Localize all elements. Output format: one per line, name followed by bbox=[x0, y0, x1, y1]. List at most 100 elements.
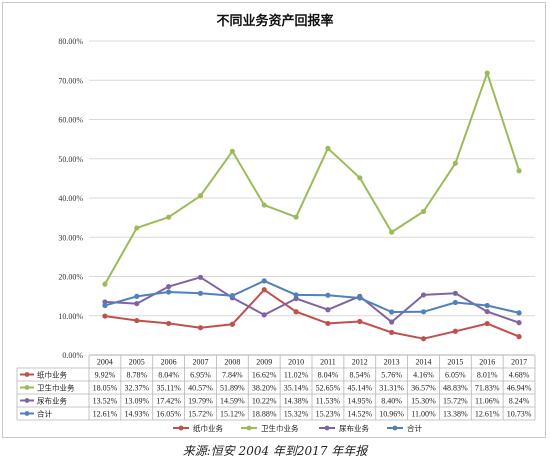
data-label: 8.40% bbox=[381, 397, 402, 406]
data-label: 7.84% bbox=[222, 371, 243, 380]
row-key-marker bbox=[24, 385, 30, 390]
y-tick-label: 20.00% bbox=[58, 273, 83, 282]
legend-label: 尿布业务 bbox=[339, 423, 369, 433]
chart-title: 不同业务资产回报率 bbox=[216, 13, 333, 29]
data-label: 13.38% bbox=[443, 410, 468, 419]
data-point bbox=[261, 312, 267, 318]
data-table: 2004 2005 2006 2007 2008 2009 2010 2011 2012 2013… bbox=[16, 354, 536, 421]
data-point bbox=[134, 293, 140, 299]
data-point bbox=[261, 202, 267, 208]
data-label: 8.24% bbox=[509, 397, 530, 406]
row-key-marker bbox=[24, 411, 30, 416]
data-label: 18.05% bbox=[93, 384, 118, 393]
row-name: 纸巾业务 bbox=[37, 370, 67, 380]
x-tick-label: 2008 bbox=[224, 358, 240, 367]
data-point bbox=[357, 295, 363, 301]
y-tick-label: 0.00% bbox=[62, 351, 83, 360]
data-point bbox=[484, 308, 490, 315]
data-label: 11.06% bbox=[475, 397, 500, 406]
data-label: 15.23% bbox=[316, 410, 341, 419]
row-name: 卫生巾业务 bbox=[37, 383, 75, 393]
data-label: 10.96% bbox=[379, 410, 404, 419]
row-key-marker bbox=[24, 372, 30, 377]
data-point bbox=[134, 301, 140, 307]
x-tick-label: 2010 bbox=[288, 358, 304, 367]
y-axis-ticks: 0.00% 10.00% 20.00% 30.00% 40.00% 50.00% 60.00… bbox=[58, 37, 83, 360]
data-label: 35.14% bbox=[284, 384, 309, 393]
data-label: 51.89% bbox=[220, 384, 245, 393]
data-label: 15.12% bbox=[220, 410, 245, 419]
data-point bbox=[389, 229, 395, 235]
data-point bbox=[516, 168, 522, 174]
data-label: 8.04% bbox=[158, 371, 179, 380]
data-point bbox=[420, 292, 427, 298]
legend: 纸巾业务 卫生巾业务 尿布业务 合计 bbox=[173, 423, 422, 433]
data-label: 12.61% bbox=[93, 410, 118, 419]
series-line bbox=[104, 288, 520, 340]
data-point bbox=[389, 309, 395, 315]
data-label: 19.79% bbox=[188, 397, 213, 406]
data-point bbox=[389, 329, 395, 335]
data-label: 11.02% bbox=[284, 371, 309, 380]
data-point bbox=[420, 309, 427, 315]
data-label: 14.52% bbox=[347, 410, 372, 419]
data-point bbox=[229, 321, 235, 327]
x-tick-label: 2014 bbox=[416, 358, 432, 367]
data-point bbox=[325, 292, 331, 298]
x-tick-label: 2012 bbox=[352, 358, 368, 367]
series-合计 bbox=[102, 278, 522, 316]
data-label: 14.95% bbox=[347, 397, 372, 406]
data-label: 46.94% bbox=[507, 384, 532, 393]
data-point bbox=[325, 320, 331, 327]
data-label: 15.72% bbox=[188, 410, 213, 419]
data-point bbox=[197, 325, 204, 331]
data-point bbox=[166, 289, 172, 295]
data-point bbox=[357, 318, 363, 325]
data-label: 16.05% bbox=[156, 410, 181, 419]
data-label: 52.65% bbox=[316, 384, 341, 393]
data-point bbox=[166, 284, 172, 290]
grid-lines bbox=[89, 40, 535, 356]
data-point bbox=[102, 313, 108, 319]
data-label: 11.53% bbox=[316, 397, 341, 406]
data-label: 35.11% bbox=[156, 384, 181, 393]
data-point bbox=[357, 175, 363, 181]
data-point bbox=[452, 290, 458, 296]
data-label: 18.88% bbox=[252, 410, 277, 419]
data-label: 71.83% bbox=[475, 384, 500, 393]
y-tick-label: 30.00% bbox=[58, 233, 83, 242]
data-point bbox=[134, 225, 140, 231]
x-tick-label: 2017 bbox=[511, 358, 527, 367]
series-line bbox=[104, 279, 520, 314]
data-label: 16.62% bbox=[252, 371, 277, 380]
data-label: 15.32% bbox=[284, 410, 309, 419]
data-label: 11.00% bbox=[411, 410, 436, 419]
data-label: 15.30% bbox=[411, 397, 436, 406]
series-line bbox=[104, 72, 521, 285]
data-label: 8.54% bbox=[349, 371, 370, 380]
data-point bbox=[261, 287, 267, 293]
data-label: 8.78% bbox=[126, 371, 147, 380]
data-label: 13.52% bbox=[93, 397, 118, 406]
data-point bbox=[197, 193, 204, 199]
data-point bbox=[293, 214, 299, 220]
y-tick-label: 40.00% bbox=[58, 194, 83, 203]
data-label: 8.04% bbox=[318, 371, 339, 380]
x-tick-label: 2011 bbox=[320, 358, 336, 367]
data-label: 13.09% bbox=[124, 397, 149, 406]
data-point bbox=[484, 320, 490, 327]
data-point bbox=[197, 290, 204, 296]
data-label: 9.92% bbox=[95, 371, 116, 380]
data-label: 45.14% bbox=[347, 384, 372, 393]
data-label: 10.22% bbox=[252, 397, 277, 406]
data-point bbox=[229, 148, 235, 154]
data-point bbox=[261, 278, 267, 284]
data-point bbox=[420, 336, 427, 342]
data-point bbox=[293, 309, 299, 315]
data-label: 10.73% bbox=[507, 410, 532, 419]
source-caption: 来源:恒安 2004 年到2017 年年报 bbox=[182, 444, 368, 458]
data-label: 4.68% bbox=[509, 371, 530, 380]
legend-label: 卫生巾业务 bbox=[261, 423, 299, 433]
legend-label: 合计 bbox=[407, 423, 422, 433]
x-tick-label: 2006 bbox=[161, 358, 177, 367]
